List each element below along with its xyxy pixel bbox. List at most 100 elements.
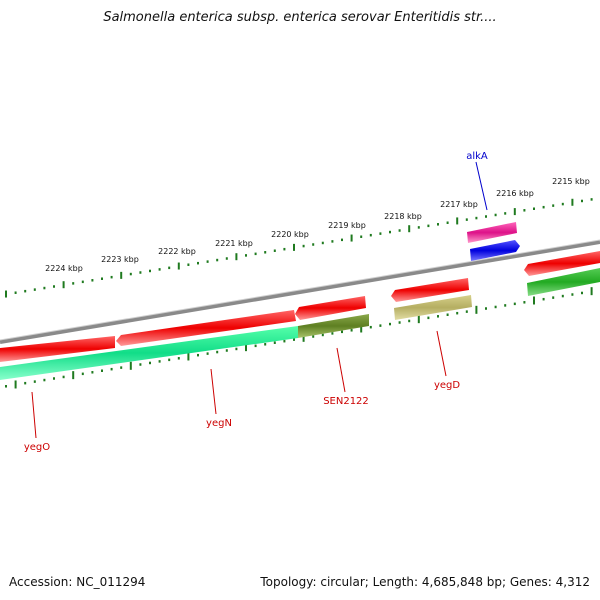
minor-tick [149,361,151,365]
minor-tick [331,332,334,335]
minor-tick [216,350,219,354]
gene-feature[interactable] [391,278,469,302]
minor-tick [283,247,286,251]
gene-label-alka[interactable]: alkA [466,151,488,162]
minor-tick [408,319,411,323]
gene-labels: yegO yegN SEN2122 yegD alkA [24,151,488,453]
alkA-features [467,222,520,261]
major-tick [456,217,459,225]
gene-feature[interactable] [295,296,366,320]
scale-label: 2218 kbp [384,212,422,221]
minor-tick [197,261,199,265]
gene-feature[interactable] [298,314,369,338]
gene-feature[interactable] [527,268,600,296]
major-tick [350,234,353,242]
minor-tick [513,302,516,306]
rna-feature[interactable] [467,222,517,243]
minor-tick [389,322,391,326]
minor-tick [177,357,180,360]
minor-tick [427,316,430,320]
minor-tick [187,263,190,266]
minor-tick [53,377,55,380]
genome-backbone [0,240,600,344]
gene-feature[interactable] [0,336,115,362]
minor-tick [581,199,583,203]
minor-tick [110,367,113,371]
minor-tick [504,212,507,215]
minor-tick [552,204,555,207]
scale-label: 2222 kbp [158,247,196,256]
minor-tick [206,352,209,355]
major-tick [513,208,516,216]
minor-tick [456,311,459,315]
major-tick [360,324,363,333]
major-tick [408,225,411,233]
gene-label-yegn[interactable]: yegN [206,418,232,429]
gene-label-yegd[interactable]: yegD [434,380,460,391]
minor-tick [561,294,564,298]
major-tick [533,296,535,305]
minor-tick [369,233,372,237]
scale-label: 2220 kbp [271,230,309,239]
minor-tick [312,335,315,338]
minor-tick [494,305,497,309]
minor-tick [590,198,593,201]
minor-tick [369,325,372,329]
minor-tick [552,296,555,299]
minor-tick [437,315,439,318]
minor-tick [158,268,161,271]
minor-tick [264,251,267,254]
minor-tick [245,254,247,257]
major-tick [14,380,17,389]
gene-feature[interactable] [0,326,298,380]
gene-feature[interactable] [116,310,296,346]
scale-label: 2221 kbp [215,239,253,248]
minor-tick [24,381,27,385]
major-tick [72,371,75,380]
reverse-strand-genes [0,268,600,380]
minor-tick [293,338,295,341]
minor-tick [465,218,468,221]
minor-tick [465,310,468,313]
minor-tick [168,266,171,270]
label-leaders [31,161,488,439]
gene-label-sen2122[interactable]: SEN2122 [323,396,369,407]
minor-tick [360,235,363,238]
major-tick [417,315,420,324]
major-tick [302,333,305,342]
scale-label: 2216 kbp [496,189,534,198]
minor-tick [62,375,65,379]
minor-tick [331,240,334,243]
minor-tick [523,301,526,304]
major-tick [475,305,478,314]
minor-tick [139,271,142,274]
minor-tick [417,226,420,229]
minor-tick [571,293,574,296]
minor-tick [24,289,27,293]
minor-tick [494,213,497,217]
minor-tick [446,221,449,224]
gene-label-yego[interactable]: yegO [24,442,50,453]
minor-tick [149,269,151,273]
minor-tick [273,249,276,252]
minor-tick [139,363,142,366]
minor-tick [120,366,123,369]
gene-feature[interactable] [394,295,472,320]
scale-label: 2215 kbp [552,177,590,186]
minor-tick [485,307,487,310]
scale-label: 2223 kbp [101,255,139,264]
gene-feature[interactable] [524,251,600,276]
minor-tick [216,258,219,262]
accession-text: Accession: NC_011294 [9,575,146,589]
minor-tick [5,385,7,388]
major-tick [590,287,593,296]
minor-tick [72,282,75,285]
scale-label: 2224 kbp [45,264,83,273]
major-tick [129,361,132,370]
minor-tick [561,202,564,206]
minor-tick [379,324,382,327]
minor-tick [129,272,132,276]
alkA-gene-feature[interactable] [470,240,520,261]
minor-tick [14,291,17,294]
